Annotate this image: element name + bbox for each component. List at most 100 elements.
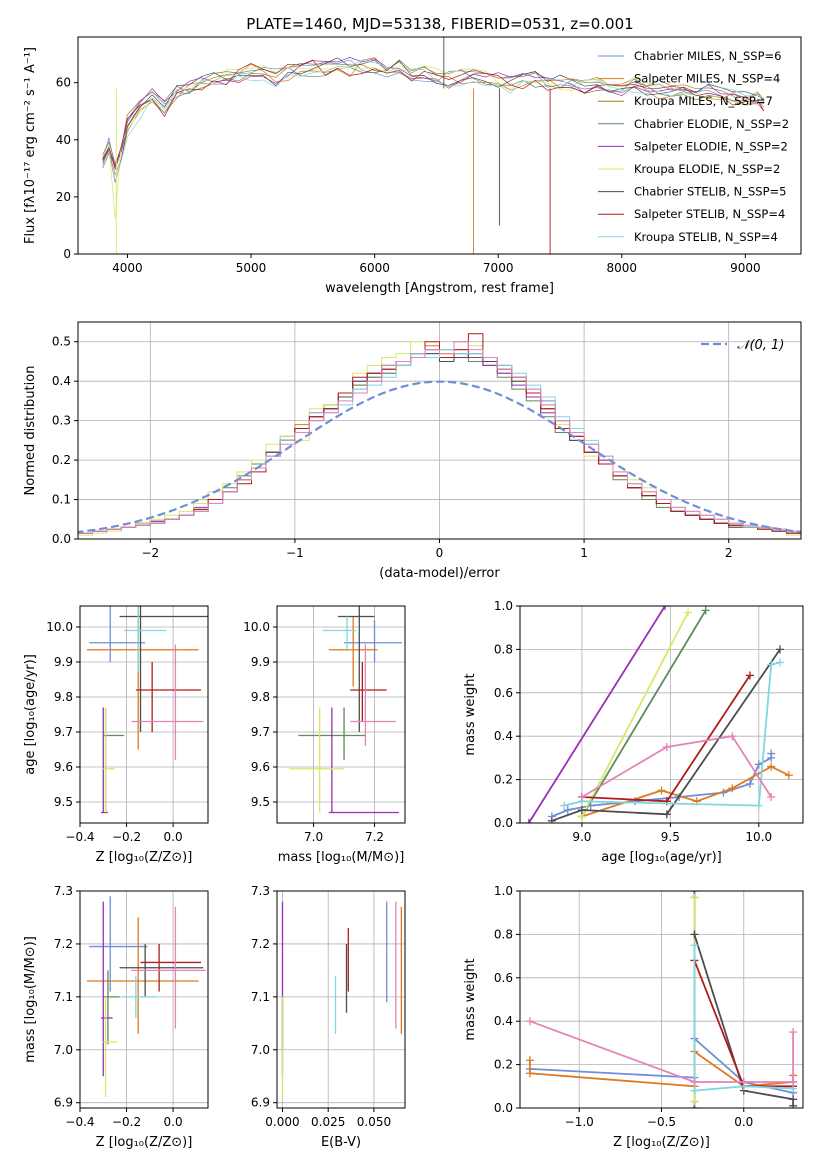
chart-mass-vs-EBV: 0.000 0.025 0.050 6.9 7.0 7.1 7.2 7.3 E(B-V) [251,884,406,1150]
x-axis-label: Z [log₁₀(Z/Z⊙)] [96,850,193,865]
weight-marker [690,930,699,939]
weight-marker [789,1077,798,1086]
weight-marker [754,760,763,769]
axes-frame [79,890,209,1109]
x-axis-label: age [log₁₀(age/yr)] [601,850,722,865]
weight-marker [745,779,754,788]
weight-marker [690,941,699,950]
y-tick-label: 0.8 [494,927,513,941]
y-tick-label: 9.9 [54,655,73,669]
weight-marker [563,805,572,814]
x-tick-label: 9.0 [572,830,591,844]
axes-frame [276,605,406,824]
x-axis-label: Z [log₁₀(Z/Z⊙)] [613,1135,710,1150]
y-tick-label: 9.6 [251,760,270,774]
weight-line [693,945,794,1092]
y-tick-label: 0.1 [52,493,71,507]
x-tick-label: 0 [436,546,444,560]
x-tick-label: 9000 [730,261,761,275]
legend-label: Chabrier MILES, N_SSP=6 [634,49,781,63]
y-axis-label: Flux [fλ10⁻¹⁷ erg cm⁻² s⁻¹ A⁻¹] [23,47,38,244]
y-tick-label: 0.4 [52,374,71,388]
x-tick-label: 0.025 [311,1115,345,1129]
x-tick-label: 0.0 [734,1115,753,1129]
y-tick-label: 7.0 [54,1043,73,1057]
axes-frame [519,605,804,824]
x-tick-label: 0.000 [265,1115,299,1129]
y-tick-label: 6.9 [54,1096,73,1110]
weight-line [581,765,790,818]
chart-residual-histogram: 𝒩(0, 1) −2 −1 0 1 2 0.0 0.1 0.2 0.3 0.4 0.5 (data-mo… [23,321,802,581]
x-tick-label: −0.5 [647,1115,676,1129]
y-tick-label: 7.2 [251,937,270,951]
y-axis-label: age [log₁₀(age/yr)] [23,654,38,775]
y-tick-label: 9.7 [251,725,270,739]
axes-frame [79,605,209,824]
plot-area [86,896,206,1098]
weight-marker [547,816,556,823]
y-tick-label: 60 [56,76,71,90]
y-tick-label: 9.5 [251,795,270,809]
legend-label: Kroupa MILES, N_SSP=7 [634,94,773,108]
weight-marker [684,608,693,617]
x-tick-label: 9.5 [661,830,680,844]
plot-area [525,891,798,1108]
x-tick-label: −0.2 [112,1115,141,1129]
chart-mass-weight-vs-age: 9.0 9.5 10.0 0.0 0.2 0.4 0.6 0.8 1.0 age [log₁₀(a… [463,599,804,865]
axes-frame [276,890,406,1109]
x-tick-label: 2 [725,546,733,560]
weight-line [581,609,707,817]
y-axis-label: Normed distribution [23,366,38,496]
weight-marker [657,786,666,795]
weight-marker [767,762,776,771]
plot-area [289,606,402,814]
y-tick-label: 6.9 [251,1096,270,1110]
y-tick-label: 10.0 [243,620,270,634]
x-tick-label: 0.0 [164,1115,183,1129]
chart-mass-vs-Z: −0.4 −0.2 0.0 6.9 7.0 7.1 7.2 7.3 Z [log₁₀(Z/Z⊙)… [23,884,209,1150]
x-tick-label: −1.0 [565,1115,594,1129]
chart-spectrum: 4000 5000 6000 7000 8000 9000 0 20 40 60 wavelengt… [23,36,802,296]
y-tick-label: 7.3 [251,884,270,898]
legend-label: Salpeter MILES, N_SSP=4 [634,72,780,86]
weight-marker [662,743,671,752]
y-tick-label: 0.8 [494,642,513,656]
y-tick-label: 0.2 [494,773,513,787]
legend-label: Salpeter ELODIE, N_SSP=2 [634,139,788,153]
x-tick-label: −0.4 [65,1115,94,1129]
axes-frame [77,36,802,255]
weight-marker [690,1086,699,1095]
chart-age-vs-mass: 7.0 7.2 9.5 9.6 9.7 9.8 9.9 10.0 mass [log₁₀(M/M… [243,605,406,865]
plot-area [86,606,208,814]
y-tick-label: 0.0 [494,1101,513,1115]
y-axis-label: mass weight [463,673,478,755]
x-tick-label: −2 [141,546,159,560]
weight-line [551,648,781,822]
weight-marker [525,1056,534,1065]
y-tick-label: 0.5 [52,335,71,349]
weight-marker [728,784,737,793]
weight-marker [577,805,586,814]
weight-marker [690,893,699,902]
plot-area [102,37,765,254]
weight-marker [784,771,793,780]
y-tick-label: 0.0 [52,532,71,546]
x-tick-label: 1 [580,546,588,560]
spectrum-line [102,57,765,183]
weight-marker [525,1069,534,1078]
x-tick-label: 0.050 [357,1115,391,1129]
y-tick-label: 0.6 [494,686,513,700]
y-tick-label: 9.8 [54,690,73,704]
weight-line [551,753,773,818]
y-tick-label: 40 [56,133,71,147]
y-tick-label: 7.1 [251,990,270,1004]
y-tick-label: 1.0 [494,884,513,898]
weight-marker [789,1101,798,1108]
spectrum-line [102,65,765,219]
weight-marker [661,606,670,610]
legend-label: Chabrier STELIB, N_SSP=5 [634,185,786,199]
x-axis-label: mass [log₁₀(M/M⊙)] [278,850,405,865]
weight-marker [701,606,710,615]
y-tick-label: 9.7 [54,725,73,739]
